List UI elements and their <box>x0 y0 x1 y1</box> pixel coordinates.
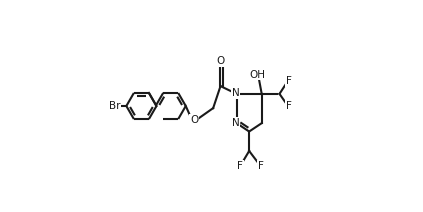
Text: O: O <box>217 56 225 66</box>
Text: F: F <box>237 161 243 171</box>
Text: O: O <box>190 115 198 125</box>
Text: F: F <box>286 101 292 111</box>
Text: F: F <box>286 76 292 86</box>
Text: N: N <box>232 88 239 98</box>
Text: OH: OH <box>250 70 266 80</box>
Text: N: N <box>232 118 239 128</box>
Text: Br: Br <box>109 101 121 111</box>
Text: F: F <box>258 161 264 171</box>
